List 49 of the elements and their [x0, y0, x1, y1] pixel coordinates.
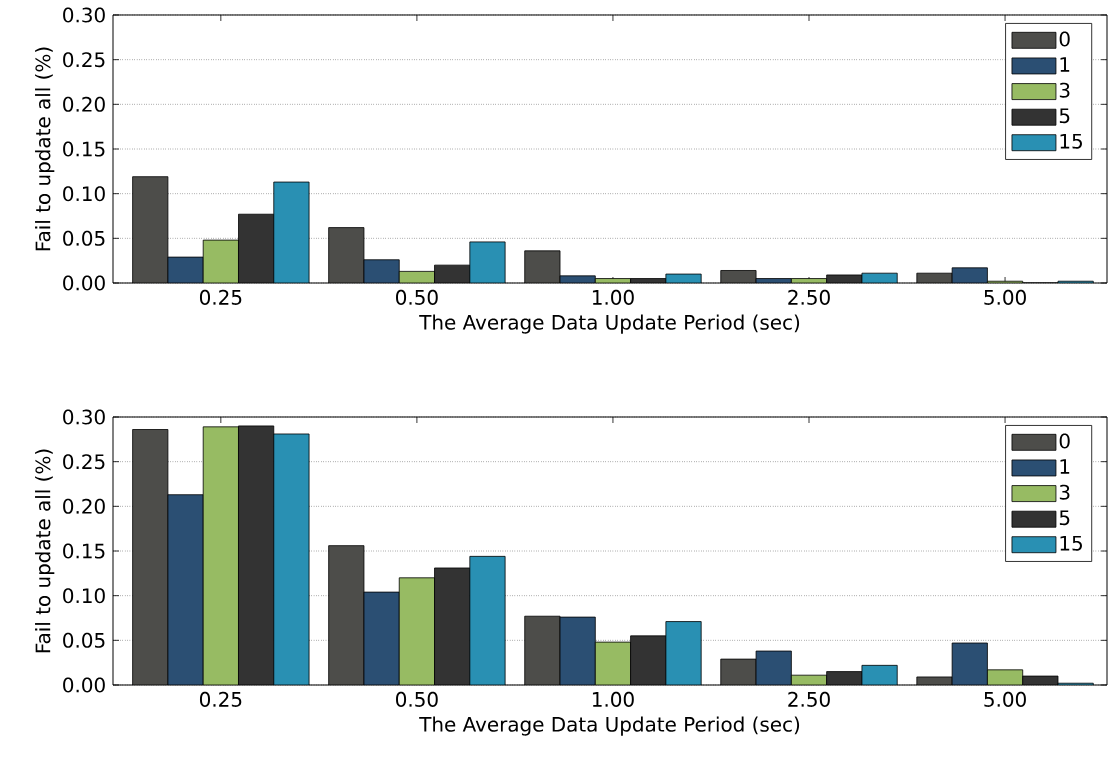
legend-label: 1: [1060, 57, 1070, 72]
legend-label: 3: [1059, 82, 1070, 98]
x-tick-label: 2.50: [788, 691, 830, 707]
y-tick-label: 0.25: [63, 454, 105, 470]
legend-label: 5: [1059, 510, 1070, 526]
y-tick-label: 0.10: [63, 588, 105, 604]
legend-label: 15: [1060, 535, 1082, 551]
y-tick-label: 0.25: [63, 52, 105, 68]
legend-label: 3: [1059, 484, 1070, 500]
y-tick-label: 0.20: [63, 96, 105, 112]
x-tick-label: 5.00: [984, 289, 1026, 305]
y-tick-label: 0.10: [63, 186, 105, 202]
y-tick-label: 0.05: [63, 632, 105, 648]
x-axis-title: The Average Data Update Period (sec): [419, 314, 800, 334]
x-tick-label: 1.00: [592, 289, 634, 305]
bar: [238, 425, 275, 685]
y-tick-label: 0.15: [63, 141, 105, 157]
bar: [202, 426, 239, 685]
y-tick-label: 0.00: [63, 275, 105, 291]
legend-label: 0: [1059, 433, 1070, 449]
y-tick-label: 0.00: [63, 677, 105, 693]
x-tick-label: 2.50: [788, 289, 830, 305]
x-axis-title: The Average Data Update Period (sec): [419, 716, 800, 736]
bar: [273, 182, 310, 283]
bar: [203, 240, 239, 283]
y-axis-title: Fail to update all (%): [35, 449, 55, 653]
bar: [363, 259, 400, 283]
x-tick-label: 0.50: [396, 289, 438, 305]
bar: [434, 567, 471, 685]
y-tick-label: 0.05: [63, 230, 105, 246]
legend-label: 15: [1060, 133, 1082, 149]
legend-label: 1: [1060, 459, 1070, 474]
bar: [398, 577, 435, 685]
x-tick-label: 0.25: [199, 289, 242, 305]
y-tick-label: 0.30: [63, 409, 105, 425]
y-tick-label: 0.30: [63, 7, 105, 23]
x-tick-label: 0.25: [199, 691, 242, 707]
x-tick-label: 0.50: [396, 691, 438, 707]
bar: [469, 241, 506, 283]
bar: [238, 214, 274, 283]
legend-label: 0: [1059, 31, 1070, 47]
y-tick-label: 0.20: [63, 498, 105, 514]
y-tick-label: 0.15: [63, 543, 105, 559]
x-tick-label: 1.00: [592, 691, 634, 707]
bar: [630, 635, 667, 685]
bar: [594, 641, 631, 685]
x-tick-label: 5.00: [984, 691, 1026, 707]
y-axis-title: Fail to update all (%): [35, 47, 55, 251]
legend-label: 5: [1059, 108, 1070, 124]
